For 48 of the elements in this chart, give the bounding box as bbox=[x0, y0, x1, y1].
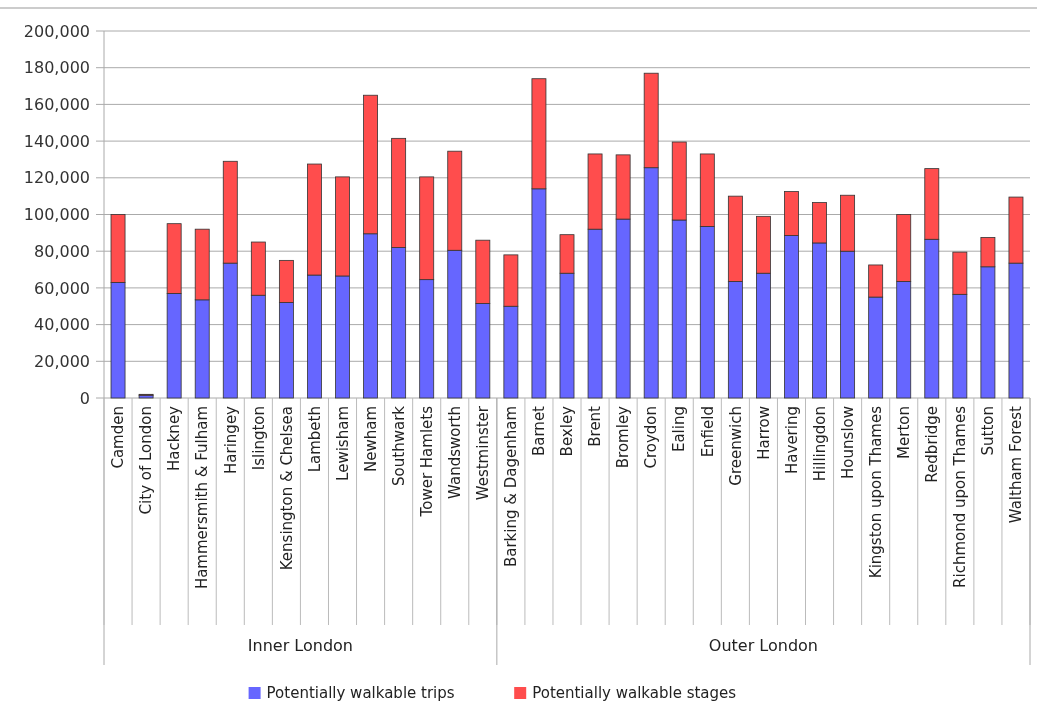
x-tick-label: Barnet bbox=[530, 405, 549, 457]
x-tick-label: Ealing bbox=[670, 406, 689, 453]
y-tick-label: 160,000 bbox=[23, 95, 90, 114]
x-tick-label: Greenwich bbox=[726, 406, 745, 486]
y-tick-label: 120,000 bbox=[23, 168, 90, 188]
x-tick-label: Hillingdon bbox=[810, 406, 829, 482]
x-tick-label: Kensington & Chelsea bbox=[277, 406, 296, 571]
x-tick-label: City of London bbox=[137, 406, 156, 515]
x-tick-label: Barking & Dagenham bbox=[502, 406, 521, 568]
x-tick-label: Newham bbox=[361, 406, 380, 473]
x-tick-label: Tower Hamlets bbox=[417, 405, 436, 518]
x-tick-label: Merton bbox=[894, 406, 913, 459]
x-tick-label: Wandsworth bbox=[446, 406, 465, 499]
y-tick-label: 100,000 bbox=[23, 205, 90, 225]
x-tick-label: Haringey bbox=[221, 405, 240, 474]
x-tick-label: Croydon bbox=[642, 406, 661, 469]
x-tick-label: Hackney bbox=[165, 405, 184, 472]
x-tick-label: Enfield bbox=[698, 406, 717, 458]
legend-label: Potentially walkable stages bbox=[532, 684, 737, 703]
x-tick-label: Islington bbox=[249, 406, 268, 471]
y-tick-label: 0 bbox=[79, 388, 90, 408]
x-tick-label: Hounslow bbox=[838, 406, 857, 479]
x-tick-label: Bromley bbox=[614, 405, 633, 469]
x-tick-label: Westminster bbox=[474, 405, 493, 501]
y-tick-label: 180,000 bbox=[23, 58, 90, 78]
x-tick-label: Lewisham bbox=[333, 406, 352, 481]
x-tick-label: Richmond upon Thames bbox=[951, 405, 970, 588]
legend-label: Potentially walkable trips bbox=[266, 684, 455, 703]
x-tick-label: Redbridge bbox=[923, 406, 942, 483]
y-tick-label: 80,000 bbox=[34, 241, 90, 261]
y-tick-label: 60,000 bbox=[34, 278, 90, 298]
y-tick-label: 20,000 bbox=[34, 351, 90, 371]
y-tick-label: 200,000 bbox=[23, 21, 90, 41]
y-tick-label: 40,000 bbox=[34, 315, 90, 335]
x-tick-label: Hammersmith & Fulham bbox=[193, 406, 212, 590]
x-tick-label: Harrow bbox=[754, 406, 773, 460]
x-tick-label: Southwark bbox=[389, 405, 408, 486]
x-tick-label: Lambeth bbox=[305, 406, 324, 473]
x-tick-label: Kingston upon Thames bbox=[866, 405, 885, 579]
text: Outer London bbox=[708, 636, 819, 655]
text: Inner London bbox=[247, 636, 353, 655]
x-tick-label: Bexley bbox=[558, 405, 577, 457]
y-tick-label: 140,000 bbox=[23, 131, 90, 151]
x-tick-label: Havering bbox=[782, 406, 801, 474]
x-tick-label: Waltham Forest bbox=[1007, 405, 1026, 524]
x-tick-label: Camden bbox=[109, 406, 128, 469]
x-tick-label: Sutton bbox=[979, 406, 998, 456]
x-tick-label: Brent bbox=[586, 405, 605, 447]
